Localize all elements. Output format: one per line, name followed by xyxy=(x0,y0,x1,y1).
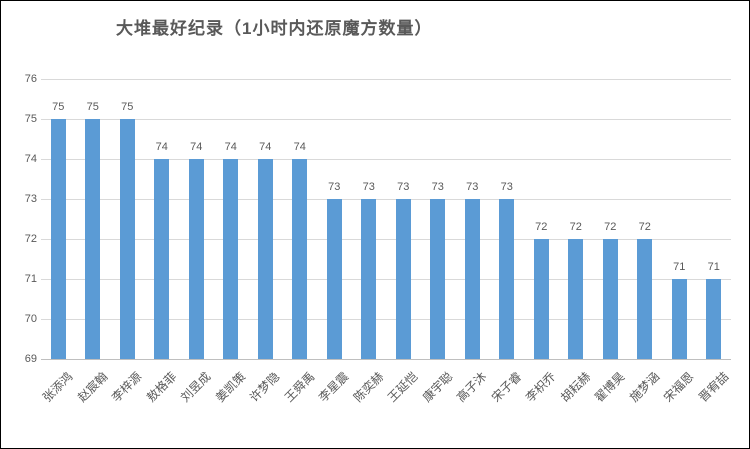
bar-value-label: 73 xyxy=(466,181,479,193)
gridline xyxy=(41,199,731,200)
bar xyxy=(257,159,273,359)
x-axis-label: 张添鸿 xyxy=(40,369,76,405)
bar xyxy=(50,119,66,359)
bar-value-label: 71 xyxy=(673,261,686,273)
bar xyxy=(499,199,515,359)
bar xyxy=(533,239,549,359)
bar xyxy=(292,159,308,359)
bar-value-label: 73 xyxy=(397,181,410,193)
y-axis-tick-label: 73 xyxy=(24,193,37,205)
bar-value-label: 73 xyxy=(431,181,444,193)
bar-value-label: 74 xyxy=(190,141,203,153)
bar xyxy=(85,119,101,359)
y-axis-tick-label: 74 xyxy=(24,153,37,165)
y-axis-tick-label: 69 xyxy=(24,353,37,365)
x-axis-label: 刘昱成 xyxy=(178,369,214,405)
x-axis-label: 陈奕赫 xyxy=(350,369,387,405)
bar xyxy=(602,239,618,359)
bar-value-label: 74 xyxy=(293,141,306,153)
gridline xyxy=(41,79,731,80)
bar xyxy=(361,199,377,359)
bar-value-label: 72 xyxy=(638,221,651,233)
y-axis-tick-label: 70 xyxy=(24,313,37,325)
bar-value-label: 74 xyxy=(155,141,168,153)
bar-value-label: 72 xyxy=(535,221,548,233)
bar-value-label: 75 xyxy=(86,101,99,113)
x-axis-label: 宋子睿 xyxy=(488,369,525,405)
x-axis-label: 王延恺 xyxy=(385,369,421,405)
y-axis-tick-label: 72 xyxy=(24,233,37,245)
x-axis-line xyxy=(41,359,731,360)
bar xyxy=(706,279,722,359)
bar xyxy=(326,199,342,359)
y-axis-tick-label: 75 xyxy=(24,113,37,125)
x-axis-label: 康宇聪 xyxy=(419,369,456,405)
bar-value-label: 73 xyxy=(328,181,341,193)
y-axis-tick-label: 71 xyxy=(24,273,37,285)
x-axis-label: 高子沐 xyxy=(454,369,490,405)
bar-value-label: 73 xyxy=(362,181,375,193)
bar-value-label: 74 xyxy=(259,141,272,153)
bar-value-label: 73 xyxy=(500,181,513,193)
bar xyxy=(188,159,204,359)
gridline xyxy=(41,239,731,240)
bar xyxy=(223,159,239,359)
bar-value-label: 75 xyxy=(121,101,134,113)
x-axis-label: 敖格菲 xyxy=(143,369,180,405)
gridline xyxy=(41,279,731,280)
x-axis-label: 李星震 xyxy=(316,369,352,405)
bar xyxy=(430,199,446,359)
x-axis-label: 姜凯策 xyxy=(212,369,249,405)
bar-value-label: 74 xyxy=(224,141,237,153)
bar xyxy=(637,239,653,359)
x-axis-label: 李梓源 xyxy=(109,369,145,405)
x-axis-label: 王舜禹 xyxy=(281,369,318,405)
bar xyxy=(568,239,584,359)
x-axis-label: 李枳乔 xyxy=(523,369,559,405)
bar xyxy=(464,199,480,359)
bar-value-label: 71 xyxy=(707,261,720,273)
bar xyxy=(154,159,170,359)
bar xyxy=(119,119,135,359)
bar xyxy=(395,199,411,359)
x-axis-label: 施梦涵 xyxy=(626,369,663,405)
y-axis-tick-label: 76 xyxy=(24,73,37,85)
bar xyxy=(671,279,687,359)
x-axis-label: 宋福恩 xyxy=(661,369,697,405)
chart-title: 大堆最好纪录（1小时内还原魔方数量） xyxy=(116,19,433,38)
x-axis-label: 赵宸翰 xyxy=(74,369,111,405)
x-axis-label: 晋宥喆 xyxy=(695,369,732,405)
bar-value-label: 72 xyxy=(569,221,582,233)
x-axis-label: 许梦隐 xyxy=(247,369,283,405)
gridline xyxy=(41,319,731,320)
gridline xyxy=(41,119,731,120)
x-axis-label: 翟博昊 xyxy=(592,369,628,405)
bar-value-label: 72 xyxy=(604,221,617,233)
bar-value-label: 75 xyxy=(52,101,65,113)
x-axis-label: 胡耘赫 xyxy=(557,369,594,405)
gridline xyxy=(41,159,731,160)
